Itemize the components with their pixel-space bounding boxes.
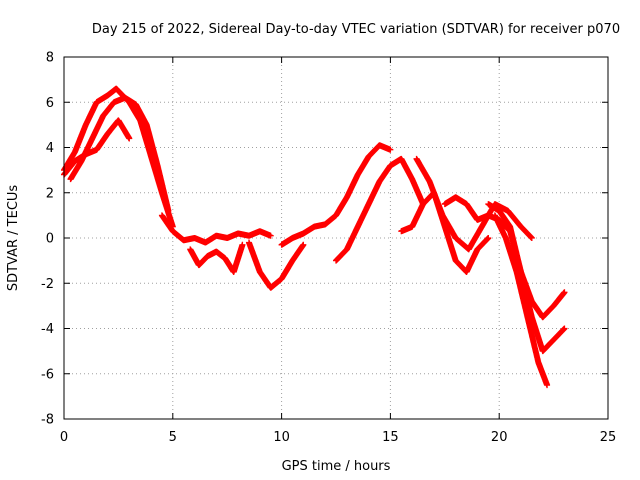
x-tick-label: 5 [169, 430, 177, 445]
y-tick-label: -4 [41, 322, 54, 337]
x-tick-label: 10 [273, 430, 290, 445]
x-tick-label: 20 [491, 430, 508, 445]
y-tick-label: 2 [46, 186, 54, 201]
y-tick-label: 4 [46, 141, 54, 156]
chart-title: Day 215 of 2022, Sidereal Day-to-day VTE… [92, 22, 620, 37]
y-tick-label: -6 [41, 367, 54, 382]
data-point-markers [158, 212, 274, 246]
data-point-markers [441, 194, 568, 321]
data-point-markers [278, 142, 394, 248]
data-point-markers [413, 155, 535, 253]
series-satellite-track-5 [187, 241, 246, 275]
series-satellite-track-12 [485, 201, 568, 355]
y-tick-label: 8 [46, 51, 54, 66]
data-point-markers [333, 155, 427, 264]
y-axis-label: SDTVAR / TECUs [6, 185, 21, 292]
series-satellite-track-7 [278, 142, 394, 248]
x-axis-label: GPS time / hours [282, 459, 391, 474]
x-tick-label: 25 [600, 430, 617, 445]
series-satellite-track-6 [245, 239, 307, 291]
series-satellite-track-4 [158, 212, 274, 246]
data-point-markers [491, 212, 551, 389]
y-tick-label: 6 [46, 96, 54, 111]
data-series [61, 85, 568, 389]
series-satellite-track-8 [333, 155, 427, 264]
grid-lines [64, 57, 608, 419]
data-point-markers [485, 201, 568, 355]
y-tick-label: -8 [41, 413, 54, 428]
y-tick-label: 0 [46, 232, 54, 247]
x-tick-label: 15 [382, 430, 399, 445]
data-point-markers [67, 94, 172, 214]
y-tick-label: -2 [41, 277, 54, 292]
series-satellite-track-13 [491, 212, 551, 389]
series-satellite-track-11 [441, 194, 568, 321]
data-point-markers [187, 241, 246, 275]
axis-ticks: 0 5 10 15 20 25 -8 -6 -4 -2 0 2 4 6 8 [41, 51, 616, 446]
data-point-markers [245, 239, 307, 291]
series-satellite-track-10 [413, 155, 535, 253]
series-satellite-track-2 [67, 94, 172, 214]
x-tick-label: 0 [60, 430, 68, 445]
